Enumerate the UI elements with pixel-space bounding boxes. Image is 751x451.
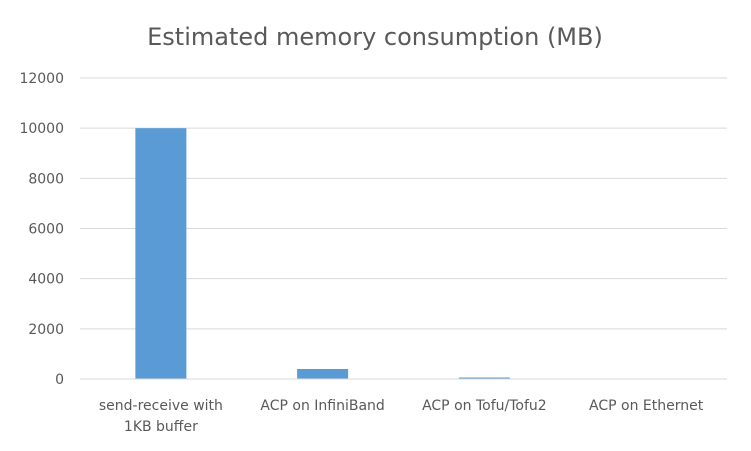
- y-tick-label: 10000: [19, 121, 64, 137]
- x-category-label: ACP on Ethernet: [589, 398, 704, 414]
- x-category-label: ACP on Tofu/Tofu2: [422, 398, 547, 414]
- y-tick-label: 8000: [28, 171, 64, 187]
- x-axis-category-labels: send-receive with 1KB buffer ACP on Infini…: [99, 398, 704, 435]
- y-tick-label: 12000: [19, 71, 64, 87]
- bar: [458, 377, 510, 379]
- gridlines: [80, 77, 727, 330]
- bars: [135, 128, 672, 379]
- y-axis-ticks: 0 2000 4000 6000 8000 10000 12000: [19, 71, 64, 388]
- chart-title: Estimated memory consumption (MB): [147, 23, 603, 51]
- y-tick-label: 0: [55, 372, 64, 388]
- y-tick-label: 2000: [28, 322, 64, 338]
- bar: [135, 128, 187, 379]
- x-category-label: ACP on InfiniBand: [260, 398, 384, 414]
- y-tick-label: 4000: [28, 272, 64, 288]
- bar: [297, 368, 349, 379]
- y-tick-label: 6000: [28, 222, 64, 238]
- x-category-label: send-receive with 1KB buffer: [99, 398, 223, 435]
